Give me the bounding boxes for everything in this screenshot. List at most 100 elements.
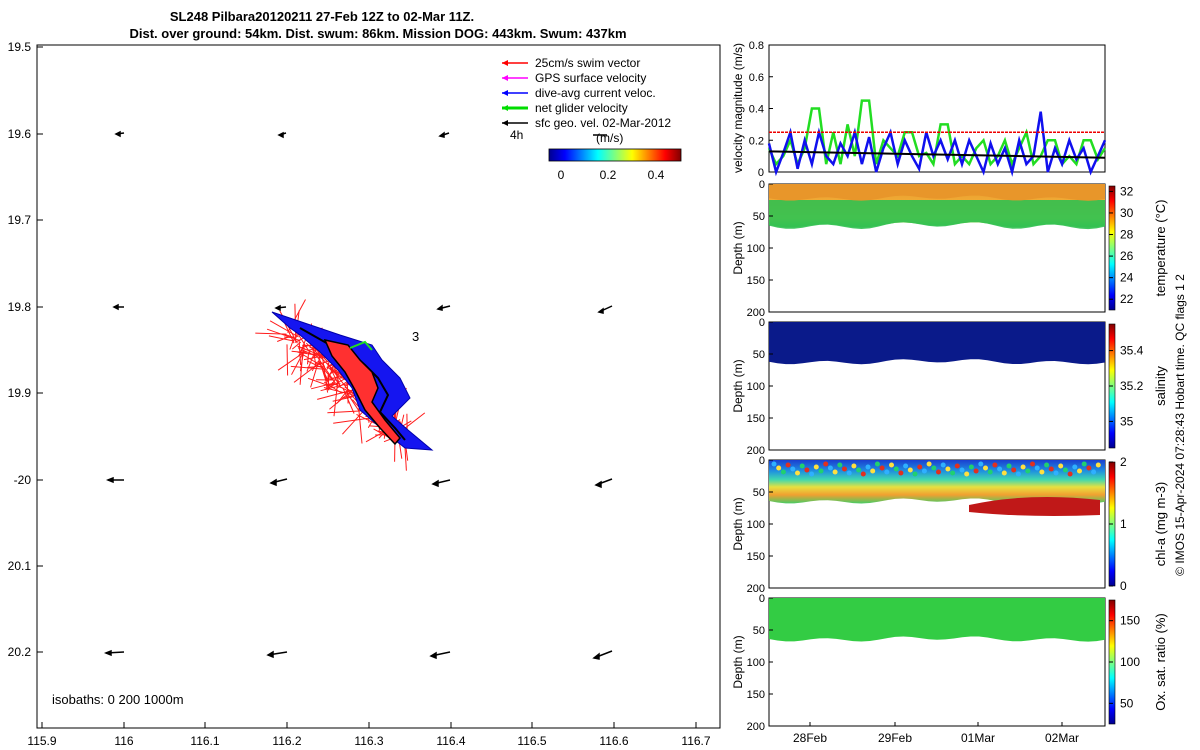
section-y-tick-label: 100 xyxy=(747,243,765,255)
colorbar-tick-label: 35 xyxy=(1120,414,1134,428)
section-ylabel: Depth (m) xyxy=(731,497,745,550)
chl-sample xyxy=(842,466,847,472)
section-panel-4: Depth (m) 0 50 100 150 200 150 100 50 Ox. sat. ra… xyxy=(731,593,1168,733)
swim-vector xyxy=(310,360,320,388)
section-y-tick-label: 0 xyxy=(759,455,765,467)
map-colorbar-tick: 0 xyxy=(558,168,565,182)
section-ylabel: Depth (m) xyxy=(731,359,745,412)
scale-label-4h: 4h xyxy=(510,128,523,142)
x-tick-label: 116.5 xyxy=(517,734,546,748)
chl-sample xyxy=(1030,461,1035,467)
chl-sample xyxy=(1034,465,1040,471)
colorbar-unit: (m/s) xyxy=(596,131,623,145)
swim-vector xyxy=(291,352,304,375)
swim-vector xyxy=(290,365,327,370)
chl-sample xyxy=(931,465,937,471)
swim-vector xyxy=(291,350,307,354)
colorbar-label: salinity xyxy=(1153,366,1168,406)
chl-sample xyxy=(790,466,796,472)
chl-sample xyxy=(912,471,918,477)
chl-sample xyxy=(983,465,988,471)
time-tick-label: 29Feb xyxy=(878,731,912,745)
map-colorbar-tick: 0.2 xyxy=(600,168,617,182)
swim-vector xyxy=(326,375,341,382)
section-y-tick-label: 0 xyxy=(759,317,765,329)
swim-vector xyxy=(283,336,295,339)
swim-vector xyxy=(342,411,364,435)
map-colorbar xyxy=(548,148,682,162)
colorbar-tick-label: 50 xyxy=(1120,696,1134,710)
chl-sample xyxy=(940,462,946,468)
chl-sample xyxy=(1095,462,1101,468)
velocity-y-tick-label: 0.6 xyxy=(749,72,764,84)
swim-vector xyxy=(317,389,354,400)
chl-sample xyxy=(879,465,885,471)
x-tick-label: 116.3 xyxy=(354,734,383,748)
chl-sample xyxy=(997,466,1003,472)
chl-sample xyxy=(799,463,805,469)
y-tick-label: 20.1 xyxy=(8,559,32,573)
y-tick-label: 19.9 xyxy=(8,386,32,400)
colorbar-tick-label: 24 xyxy=(1120,271,1134,285)
legend-swatch-head xyxy=(502,75,508,81)
chl-sample xyxy=(964,471,970,477)
swim-vector xyxy=(286,344,289,376)
chl-sample xyxy=(865,464,871,470)
swim-vector xyxy=(293,361,322,383)
chl-sample xyxy=(771,461,777,467)
chl-sample xyxy=(818,468,824,474)
colorbar-label: temperature (°C) xyxy=(1153,200,1168,297)
time-tick-label: 28Feb xyxy=(793,731,827,745)
chl-sample xyxy=(954,463,960,469)
legend-label: 25cm/s swim vector xyxy=(535,56,640,70)
chl-sample xyxy=(1015,471,1021,477)
chl-sample xyxy=(917,464,923,470)
x-tick-label: 116.6 xyxy=(599,734,628,748)
legend-swatch-head xyxy=(502,105,508,111)
net-path-outline xyxy=(323,338,401,446)
chl-sample xyxy=(1091,469,1097,475)
section-y-tick-label: 200 xyxy=(747,307,765,319)
map-frame xyxy=(36,44,721,729)
section-y-tick-label: 100 xyxy=(747,381,765,393)
warm-layer xyxy=(769,184,1105,201)
map-plot: 115.9 116 116.1 116.2 116.3 116.4 116.5 116.6 11… xyxy=(8,40,721,748)
map-colorbar-ticks: 0 0.2 0.4 xyxy=(558,168,665,182)
isobaths-label: isobaths: 0 200 1000m xyxy=(52,692,184,707)
time-tick-label: 02Mar xyxy=(1045,731,1079,745)
y-tick-label: 19.6 xyxy=(8,127,32,141)
chl-sample xyxy=(1039,469,1045,475)
swim-vector xyxy=(307,365,326,368)
chl-sample xyxy=(851,463,857,469)
colorbar-tick-label: 32 xyxy=(1120,184,1134,198)
chl-sample xyxy=(1058,463,1064,469)
velocity-y-tick-label: 0.4 xyxy=(749,104,764,116)
chl-sample xyxy=(795,470,800,476)
chl-sample xyxy=(987,469,993,475)
footer-credit: © IMOS 15-Apr-2024 07:28:43 Hobart time.… xyxy=(1173,274,1187,576)
velocity-chart: 0.8 0.6 0.4 0.2 0 velocity magnitude (m/s) xyxy=(731,40,1107,179)
chl-sample xyxy=(1086,465,1092,471)
chl-sample xyxy=(893,466,899,472)
chl-sample xyxy=(1062,467,1068,473)
swim-vector xyxy=(317,354,339,375)
chl-sample xyxy=(1020,464,1026,470)
swim-vector xyxy=(327,362,339,384)
colorbar-tick-label: 26 xyxy=(1120,249,1134,263)
swim-vector xyxy=(277,350,306,371)
section-y-tick-label: 50 xyxy=(753,487,765,499)
chl-sample xyxy=(837,462,843,468)
chl-sample xyxy=(973,468,979,474)
chl-sample xyxy=(945,466,951,472)
chl-sample xyxy=(898,470,904,476)
swim-vector xyxy=(255,332,287,335)
chl-sample xyxy=(907,467,913,473)
legend-label: net glider velocity xyxy=(535,101,628,115)
time-tick-label: 01Mar xyxy=(961,731,995,745)
chl-sample xyxy=(874,461,880,467)
velocity-series-mean xyxy=(768,150,1106,159)
thermocline-band xyxy=(769,200,1105,230)
section-panels: Depth (m)050100150200323028262422tempera… xyxy=(731,179,1168,733)
section-ylabel: Depth (m) xyxy=(731,221,745,274)
